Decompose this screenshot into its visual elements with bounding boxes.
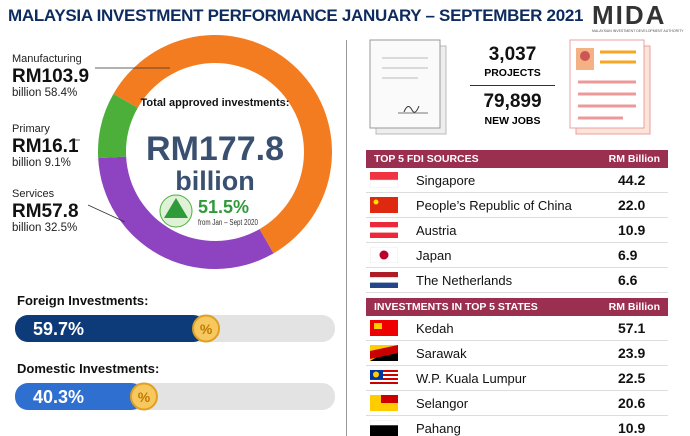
stat-value: 79,899 [483, 91, 542, 112]
row-name: Kedah [416, 320, 454, 336]
flag [370, 420, 398, 436]
row-name: The Netherlands [416, 272, 513, 288]
segment-unit: billion 32.5% [12, 222, 77, 234]
stat-label: NEW JOBS [484, 115, 541, 127]
table-row: Japan 6.9 [366, 243, 668, 268]
row-value: 20.6 [618, 395, 646, 411]
flag [370, 172, 398, 188]
segment-amount: RM103.9 [12, 66, 89, 87]
growth-value: 51.5% [198, 197, 249, 217]
coin-symbol: % [138, 389, 151, 405]
row-name: Austria [416, 222, 457, 238]
table-title: TOP 5 FDI SOURCES [374, 153, 479, 165]
flag [370, 370, 398, 386]
table-row: Sarawak 23.9 [366, 341, 668, 366]
segment-amount: RM57.8 [12, 201, 79, 222]
logo: MIDA [592, 0, 667, 30]
flag [370, 320, 398, 336]
states-table: INVESTMENTS IN TOP 5 STATES RM Billion Ked… [366, 298, 668, 436]
row-name: W.P. Kuala Lumpur [416, 370, 527, 386]
flag [370, 395, 398, 411]
row-value: 23.9 [618, 345, 646, 361]
table-row: Pahang 10.9 [366, 416, 668, 436]
flag [370, 222, 398, 238]
flag [370, 272, 398, 288]
row-value: 57.1 [618, 320, 646, 336]
row-name: Singapore [416, 172, 476, 188]
segment-amount: RM16.1 [12, 136, 79, 157]
donut-segment [98, 93, 138, 159]
table-row: Kedah 57.1 [366, 316, 668, 341]
table-row: Singapore 44.2 [366, 168, 668, 193]
donut-segment [98, 156, 274, 269]
row-value: 10.9 [618, 222, 646, 238]
row-name: Sarawak [416, 345, 467, 361]
row-name: Japan [416, 247, 452, 263]
center-unit: billion [175, 166, 254, 196]
title: MALAYSIA INVESTMENT PERFORMANCE JANUARY … [8, 6, 584, 25]
progress-bar [15, 383, 144, 410]
table-row: Austria 10.9 [366, 218, 668, 243]
fdi-table: TOP 5 FDI SOURCES RM Billion Singapore 44.2… [366, 150, 668, 293]
progress-label: Domestic Investments: [17, 361, 159, 376]
table-title: INVESTMENTS IN TOP 5 STATES [374, 301, 538, 313]
row-value: 6.9 [618, 247, 638, 263]
stat-divider [470, 85, 555, 86]
growth-arrow [164, 198, 188, 218]
unit: billion [12, 222, 41, 234]
unit: billion [12, 87, 41, 99]
stat-label: PROJECTS [484, 67, 541, 79]
table-row: Selangor 20.6 [366, 391, 668, 416]
flag [370, 197, 398, 213]
row-name: Selangor [416, 395, 469, 411]
resume-icon [569, 39, 651, 135]
document-icon [369, 39, 447, 135]
segment-percent: 58.4% [45, 87, 78, 99]
segment-unit: billion 9.1% [12, 157, 71, 169]
divider [346, 40, 347, 436]
flag [370, 247, 398, 263]
row-value: 22.0 [618, 197, 646, 213]
table-row: The Netherlands 6.6 [366, 268, 668, 293]
leader-line [87, 204, 126, 223]
segment-label: Services [12, 188, 55, 200]
table-unit: RM Billion [608, 153, 660, 165]
table-header: TOP 5 FDI SOURCES RM Billion [366, 150, 668, 168]
segment-label: Manufacturing [12, 53, 82, 65]
coin-symbol: % [200, 321, 213, 337]
row-value: 10.9 [618, 420, 646, 436]
table-unit: RM Billion [608, 301, 660, 313]
row-name: Pahang [416, 420, 461, 436]
segment-unit: billion 58.4% [12, 87, 77, 99]
segment-label: Primary [12, 123, 50, 135]
table-row: People’s Republic of China 22.0 [366, 193, 668, 218]
row-value: 6.6 [618, 272, 638, 288]
coin-icon [129, 382, 158, 411]
unit: billion [12, 157, 41, 169]
progress-label: Foreign Investments: [17, 293, 148, 308]
center-amount: RM177.8 [146, 130, 284, 168]
center-label: Total approved investments: [141, 97, 290, 109]
segment-percent: 9.1% [45, 157, 71, 169]
flag [370, 345, 398, 361]
table-header: INVESTMENTS IN TOP 5 STATES RM Billion [366, 298, 668, 316]
progress-value: 59.7% [33, 319, 84, 339]
progress-bar [15, 315, 207, 342]
logo-tagline: MALAYSIAN INVESTMENT DEVELOPMENT AUTHORI… [592, 29, 684, 33]
row-name: People’s Republic of China [416, 197, 572, 213]
row-value: 22.5 [618, 370, 646, 386]
table-row: W.P. Kuala Lumpur 22.5 [366, 366, 668, 391]
progress-value: 40.3% [33, 387, 84, 407]
row-value: 44.2 [618, 172, 646, 188]
coin-icon [192, 314, 221, 343]
segment-percent: 32.5% [45, 222, 78, 234]
stat-value: 3,037 [488, 44, 537, 65]
growth-note: from Jan – Sept 2020 [198, 218, 258, 227]
